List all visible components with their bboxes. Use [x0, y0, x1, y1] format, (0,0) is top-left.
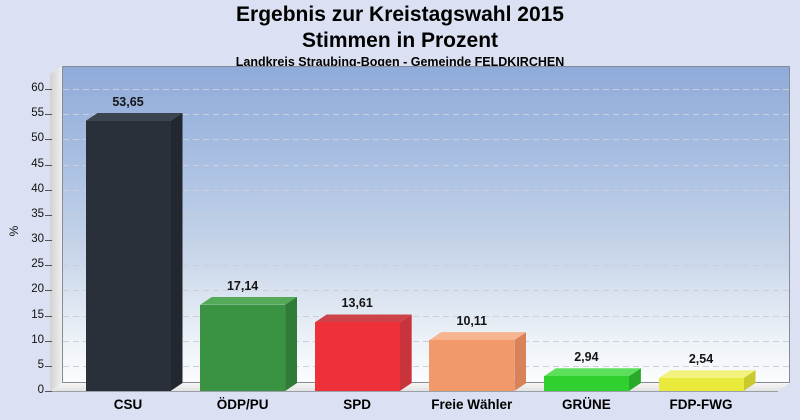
bar-value-label: 2,94: [574, 350, 599, 365]
bar-value-label: 13,61: [341, 296, 373, 311]
y-tick-label: 15: [31, 308, 44, 321]
y-tick-mark: [45, 139, 52, 141]
bar-top-face: [544, 368, 641, 376]
gridline: [63, 315, 789, 317]
gridline: [63, 265, 789, 267]
gridline: [63, 365, 789, 367]
y-tick-mark: [45, 189, 52, 191]
bar-side-face: [285, 297, 297, 391]
y-tick-mark: [45, 290, 52, 292]
plot-floor: [50, 383, 790, 391]
y-tick-label: 10: [31, 333, 44, 346]
y-tick-mark: [45, 315, 52, 317]
bar: [85, 120, 171, 391]
y-tick-label: 0: [37, 384, 44, 396]
bar: [314, 322, 400, 391]
bar-side-face: [514, 332, 526, 391]
category-label: GRÜNE: [562, 397, 611, 412]
gridline: [63, 240, 789, 241]
bar-side-face: [400, 314, 412, 391]
category-label: SPD: [343, 397, 372, 412]
gridline: [63, 164, 789, 166]
bar: [200, 304, 286, 391]
chart-title-line1: Ergebnis zur Kreistagswahl 2015: [236, 3, 564, 26]
category-label: ÖDP/PU: [216, 397, 269, 412]
gridline: [63, 89, 789, 90]
y-tick-mark: [45, 240, 52, 241]
plot-left-wall: [50, 66, 62, 391]
bar-top-face: [315, 314, 412, 322]
y-tick-label: 40: [31, 182, 44, 195]
y-tick-mark: [45, 89, 52, 90]
y-tick-label: 20: [31, 283, 44, 296]
y-tick-label: 55: [31, 107, 44, 120]
category-label: Freie Wähler: [431, 397, 513, 412]
gridline: [63, 290, 789, 292]
bar-value-label: 2,54: [688, 352, 714, 367]
gridline: [63, 189, 789, 191]
gridline: [63, 214, 789, 216]
bar: [543, 376, 629, 391]
plot-back-wall: [62, 66, 790, 383]
gridline: [63, 340, 789, 342]
y-tick-label: 25: [31, 258, 44, 271]
category-label: FDP-FWG: [669, 397, 733, 412]
y-tick-mark: [45, 365, 52, 367]
bar: [658, 378, 744, 391]
bar-top-face: [200, 297, 297, 305]
bar: [429, 340, 515, 391]
y-tick-mark: [45, 340, 52, 342]
bar-value-label: 53,65: [112, 94, 144, 109]
chart-subtitle: Landkreis Straubing-Bogen - Gemeinde FEL…: [235, 55, 565, 69]
y-tick-label: 35: [31, 207, 44, 220]
bar-value-label: 10,11: [456, 314, 488, 329]
plot-baseline: [50, 391, 778, 392]
y-tick-mark: [45, 265, 52, 267]
y-tick-mark: [45, 164, 52, 166]
gridline: [63, 114, 789, 116]
y-tick-mark: [45, 114, 52, 116]
y-tick-label: 45: [31, 157, 44, 170]
bar-side-face: [171, 113, 183, 391]
y-tick-mark: [45, 214, 52, 216]
bar-value-label: 17,14: [226, 278, 259, 293]
chart-title-line2: Stimmen in Prozent: [301, 29, 499, 52]
y-tick-mark: [45, 391, 52, 392]
y-tick-label: 5: [37, 358, 44, 371]
y-tick-label: 50: [31, 132, 44, 145]
bar-top-face: [429, 332, 526, 340]
category-label: CSU: [113, 397, 143, 412]
bar-top-face: [86, 113, 183, 121]
bar-top-face: [659, 370, 756, 378]
gridline: [63, 139, 789, 141]
y-tick-label: 60: [31, 82, 44, 94]
y-tick-label: 30: [31, 233, 44, 245]
